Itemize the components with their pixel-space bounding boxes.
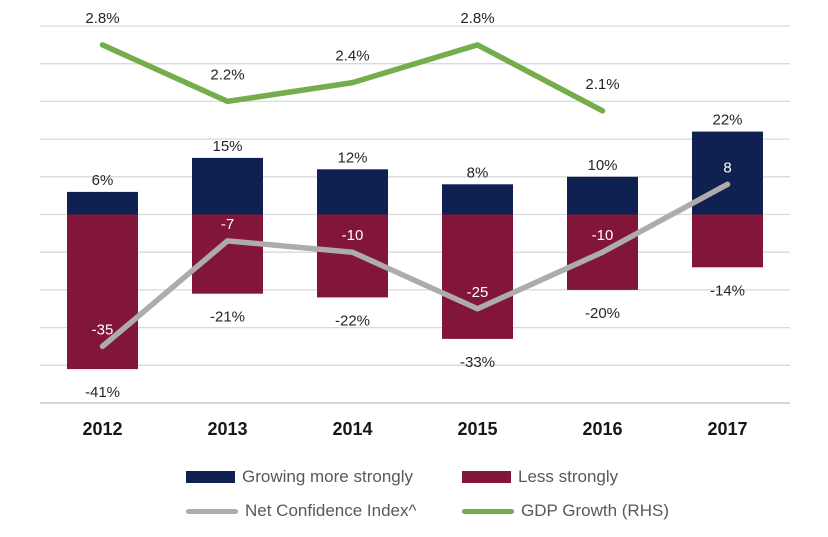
bar-value-label-less-strongly-2015: -33% xyxy=(460,354,495,371)
bar-value-label-less-strongly-2016: -20% xyxy=(585,305,620,322)
x-axis-label-2013: 2013 xyxy=(207,419,247,439)
bar-less-strongly-2013 xyxy=(192,214,263,294)
legend-item-net-confidence-index: Net Confidence Index^ xyxy=(186,500,462,522)
bar-growing-more-strongly-2015 xyxy=(442,184,513,215)
legend-swatch-net-confidence-line-icon xyxy=(186,508,238,514)
gdp-growth-rhs-line xyxy=(99,42,606,114)
bar-less-strongly-2017 xyxy=(692,214,763,268)
bar-growing-more-strongly-2012 xyxy=(67,191,138,215)
bar-value-label-growing-more-strongly-2016: 10% xyxy=(587,157,617,174)
bar-value-label-growing-more-strongly-2013: 15% xyxy=(212,138,242,155)
line-value-label-net-confidence-index-2017: 8 xyxy=(723,159,731,176)
chart-legend: Growing more strongly Less strongly Net … xyxy=(186,466,669,522)
bar-value-label-less-strongly-2014: -22% xyxy=(335,312,370,329)
legend-swatch-gdp-growth-line-icon xyxy=(462,508,514,514)
bar-value-label-less-strongly-2013: -21% xyxy=(210,309,245,326)
x-axis-label-2017: 2017 xyxy=(707,419,747,439)
bar-value-label-growing-more-strongly-2015: 8% xyxy=(467,164,489,181)
combo-chart: 6% 15% 12% 8% 10% 22% -41% -21% -22% -33% -20% -14%… xyxy=(40,10,790,439)
x-axis-label-2012: 2012 xyxy=(82,419,122,439)
line-value-label-gdp-growth-rhs-2015: 2.8% xyxy=(460,10,494,27)
line-value-label-gdp-growth-rhs-2012: 2.8% xyxy=(85,10,119,27)
legend-label-growing-more-strongly: Growing more strongly xyxy=(242,467,414,486)
bar-value-label-growing-more-strongly-2014: 12% xyxy=(337,149,367,166)
line-value-label-net-confidence-index-2015: -25 xyxy=(467,284,489,301)
legend-label-less-strongly: Less strongly xyxy=(518,467,619,486)
bar-value-label-growing-more-strongly-2017: 22% xyxy=(712,112,742,129)
bar-value-label-growing-more-strongly-2012: 6% xyxy=(92,172,114,189)
legend-item-gdp-growth: GDP Growth (RHS) xyxy=(462,500,669,522)
bar-value-label-less-strongly-2017: -14% xyxy=(710,282,745,299)
line-value-label-gdp-growth-rhs-2016: 2.1% xyxy=(585,76,619,93)
legend-swatch-growing-more-strongly-icon xyxy=(186,471,235,483)
legend-label-gdp-growth: GDP Growth (RHS) xyxy=(521,501,669,520)
line-value-label-net-confidence-index-2012: -35 xyxy=(92,321,114,338)
bar-less-strongly-2014 xyxy=(317,214,388,298)
x-axis-label-2016: 2016 xyxy=(582,419,622,439)
bar-less-strongly-2015 xyxy=(442,214,513,339)
x-axis-label-2014: 2014 xyxy=(332,419,372,439)
line-value-label-net-confidence-index-2016: -10 xyxy=(592,227,614,244)
x-axis-label-2015: 2015 xyxy=(457,419,497,439)
line-value-label-net-confidence-index-2014: -10 xyxy=(342,227,364,244)
legend-item-less-strongly: Less strongly xyxy=(462,466,669,488)
line-value-label-gdp-growth-rhs-2014: 2.4% xyxy=(335,48,369,65)
legend-label-net-confidence-index: Net Confidence Index^ xyxy=(245,501,417,520)
line-value-label-gdp-growth-rhs-2013: 2.2% xyxy=(210,66,244,83)
bar-growing-more-strongly-2013 xyxy=(192,157,263,215)
line-value-label-net-confidence-index-2013: -7 xyxy=(221,216,234,233)
bar-growing-more-strongly-2016 xyxy=(567,176,638,215)
legend-item-growing-more-strongly: Growing more strongly xyxy=(186,466,462,488)
bar-growing-more-strongly-2017 xyxy=(692,131,763,215)
bar-growing-more-strongly-2014 xyxy=(317,169,388,215)
legend-swatch-less-strongly-icon xyxy=(462,471,511,483)
net-confidence-index-line xyxy=(99,181,731,350)
bar-value-label-less-strongly-2012: -41% xyxy=(85,384,120,401)
